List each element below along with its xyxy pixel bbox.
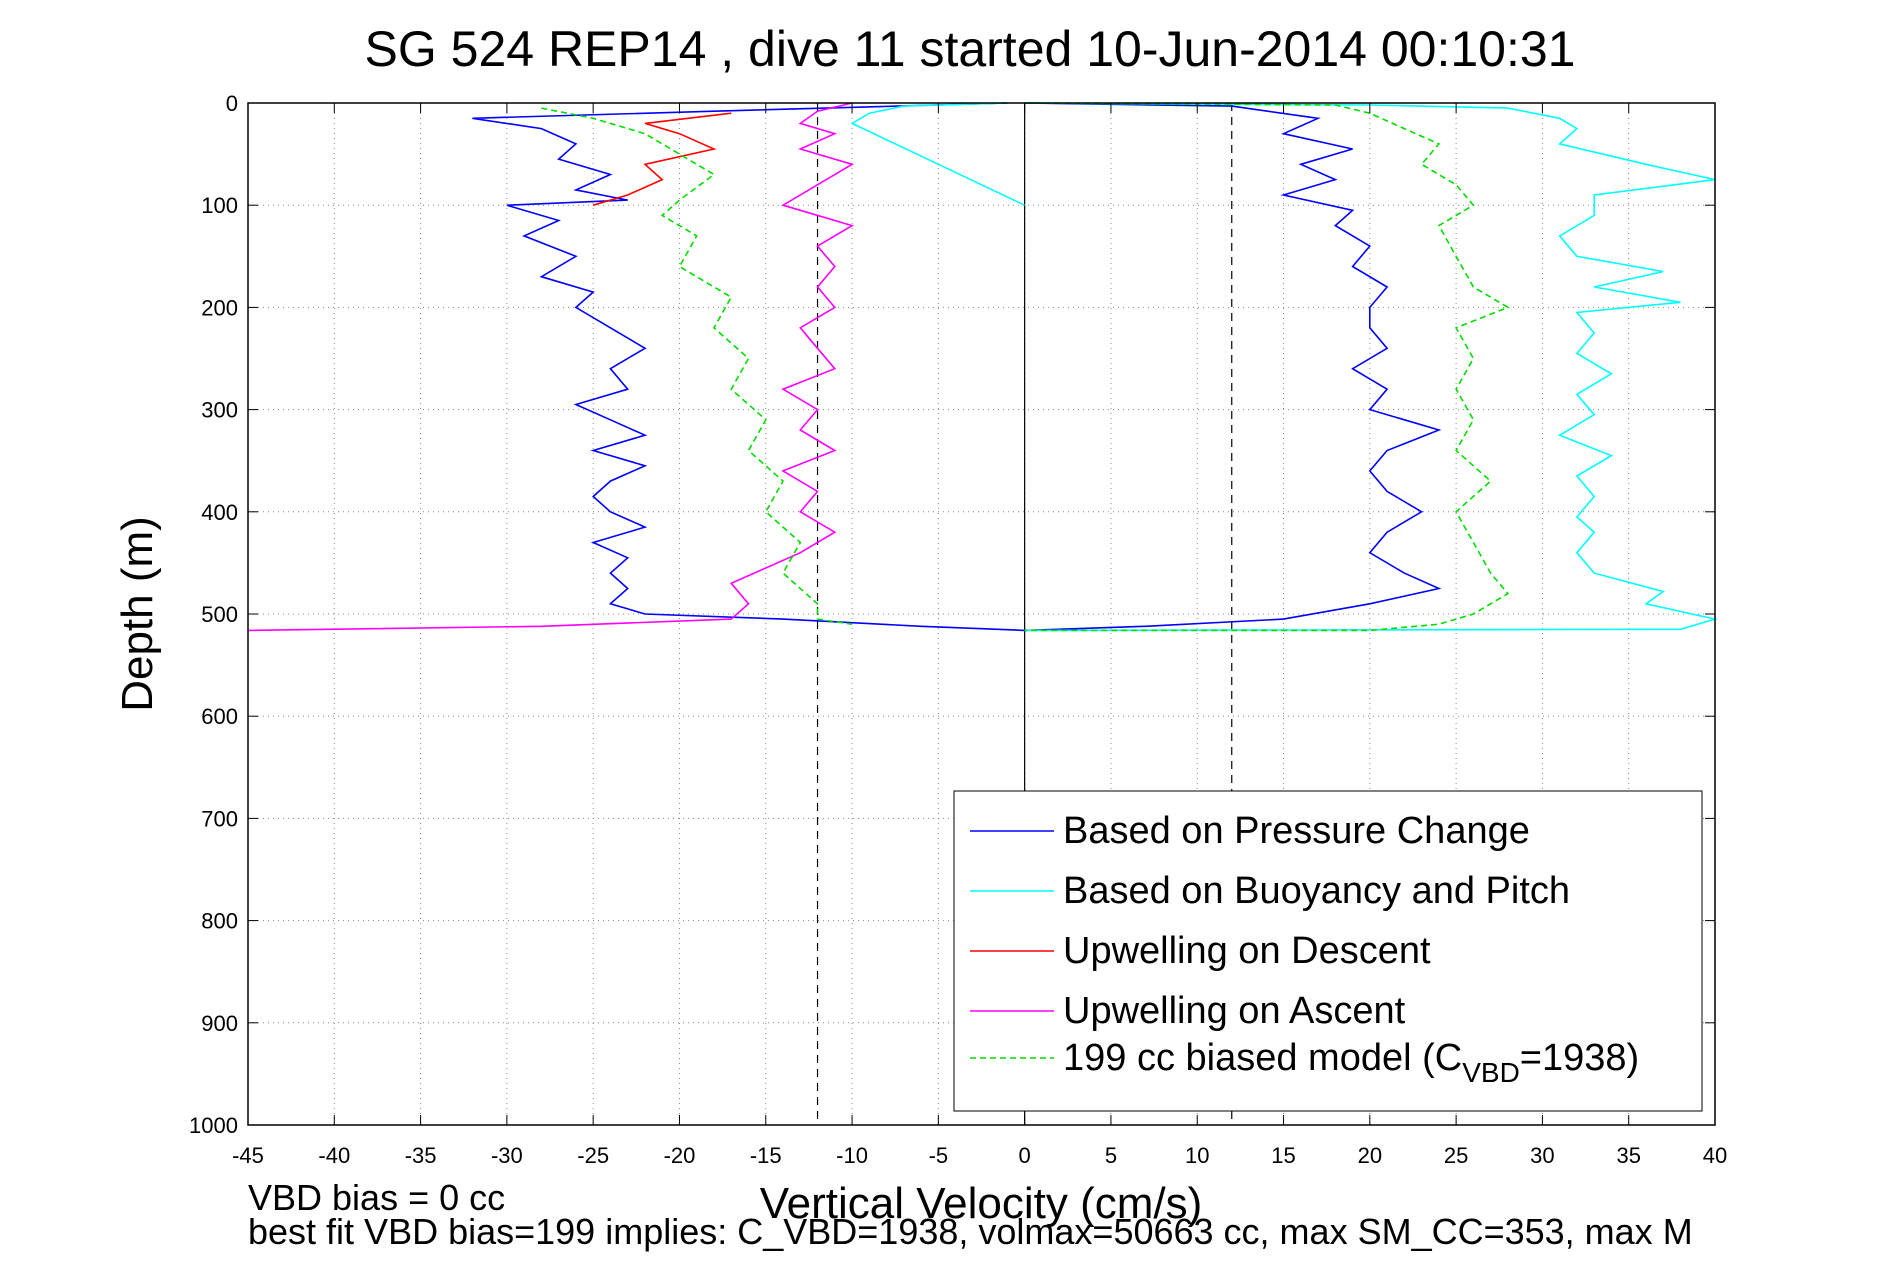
x-tick-label: -40 — [318, 1143, 350, 1168]
legend-label: Based on Buoyancy and Pitch — [1063, 870, 1570, 912]
x-axis-label: Vertical Velocity (cm/s) — [760, 1179, 1203, 1228]
legend-box — [953, 790, 1703, 1112]
x-tick-label: 25 — [1444, 1143, 1468, 1168]
legend-entries: Based on Pressure Change Based on Buoyanc… — [970, 810, 1639, 1088]
y-tick-label: 300 — [201, 398, 238, 423]
x-tick-label: -5 — [929, 1143, 949, 1168]
y-tick-labels: 0 100 200 300 400 500 600 700 800 900 1000 — [189, 91, 1715, 1138]
y-tick-label: 600 — [201, 704, 238, 729]
series-line-199-cc-biased-model-c — [541, 107, 853, 625]
series-line-upwelling-on-ascent — [247, 102, 855, 632]
x-tick-label: 30 — [1530, 1143, 1554, 1168]
legend-label: Based on Pressure Change — [1063, 810, 1530, 852]
y-tick-label: 800 — [201, 909, 238, 934]
x-tick-label: -15 — [750, 1143, 782, 1168]
y-tick-label: 100 — [201, 193, 238, 218]
series-layer — [247, 102, 1719, 632]
x-tick-labels: -45 -40 -35 -30 -25 -20 -15 -10 -5 0 5 10 15 20 25 30 35… — [232, 103, 1727, 1168]
x-tick-label: -25 — [577, 1143, 609, 1168]
annotation-vbd-bias: VBD bias = 0 cc — [248, 1177, 505, 1218]
x-tick-label: 40 — [1703, 1143, 1727, 1168]
x-tick-label: 0 — [1019, 1143, 1031, 1168]
legend-label: Upwelling on Descent — [1063, 930, 1431, 972]
legend: Based on Pressure Change Based on Buoyanc… — [953, 790, 1703, 1112]
series-line-upwelling-on-descent — [592, 112, 732, 206]
series-line-based-on-buoyancy-and-pitch — [1024, 102, 1719, 632]
x-tick-label: 10 — [1185, 1143, 1209, 1168]
series-line-199-cc-biased-model-c — [1024, 102, 1510, 632]
y-tick-label: 700 — [201, 806, 238, 831]
legend-label: Upwelling on Ascent — [1063, 990, 1406, 1032]
y-tick-label: 900 — [201, 1011, 238, 1036]
y-tick-label: 1000 — [189, 1113, 238, 1138]
x-tick-label: -35 — [405, 1143, 437, 1168]
annotation-best-fit: best fit VBD bias=199 implies: C_VBD=193… — [248, 1211, 1693, 1252]
series-line-based-on-pressure-change — [1024, 102, 1442, 632]
x-tick-label: 5 — [1105, 1143, 1117, 1168]
x-tick-label: 20 — [1358, 1143, 1382, 1168]
y-tick-label: 0 — [226, 91, 238, 116]
series-line-based-on-buoyancy-and-pitch — [850, 102, 1025, 206]
x-tick-label: -20 — [664, 1143, 696, 1168]
x-tick-label: -10 — [836, 1143, 868, 1168]
x-tick-label: 35 — [1616, 1143, 1640, 1168]
x-tick-label: -45 — [232, 1143, 264, 1168]
y-tick-label: 500 — [201, 602, 238, 627]
y-axis-label: Depth (m) — [113, 516, 162, 712]
x-tick-label: 15 — [1271, 1143, 1295, 1168]
series-line-based-on-pressure-change — [472, 102, 1025, 632]
chart-title: SG 524 REP14 , dive 11 started 10-Jun-20… — [365, 21, 1576, 77]
x-tick-label: -30 — [491, 1143, 523, 1168]
y-tick-label: 400 — [201, 500, 238, 525]
y-tick-label: 200 — [201, 295, 238, 320]
